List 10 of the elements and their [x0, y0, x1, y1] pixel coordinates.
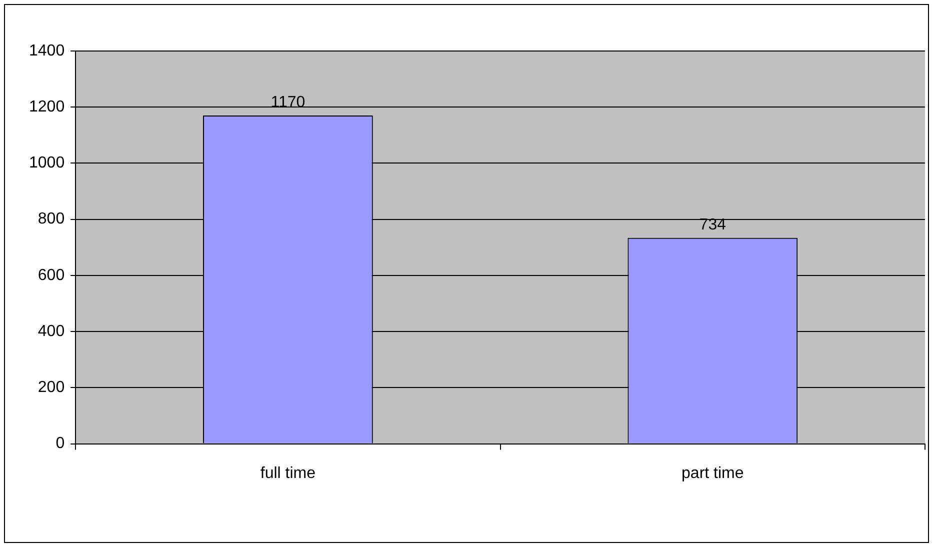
y-tick-label: 1000: [29, 154, 65, 172]
y-tick-label: 1200: [29, 98, 65, 116]
y-tick-label: 0: [56, 435, 65, 452]
y-tick-label: 600: [38, 266, 65, 284]
y-tick-label: 200: [38, 379, 65, 396]
x-tick-label: full time: [260, 464, 316, 482]
x-tick-label: part time: [682, 464, 744, 482]
y-tick-label: 1400: [29, 42, 65, 60]
y-tick-label: 800: [38, 210, 65, 228]
y-tick-label: 400: [38, 322, 65, 340]
